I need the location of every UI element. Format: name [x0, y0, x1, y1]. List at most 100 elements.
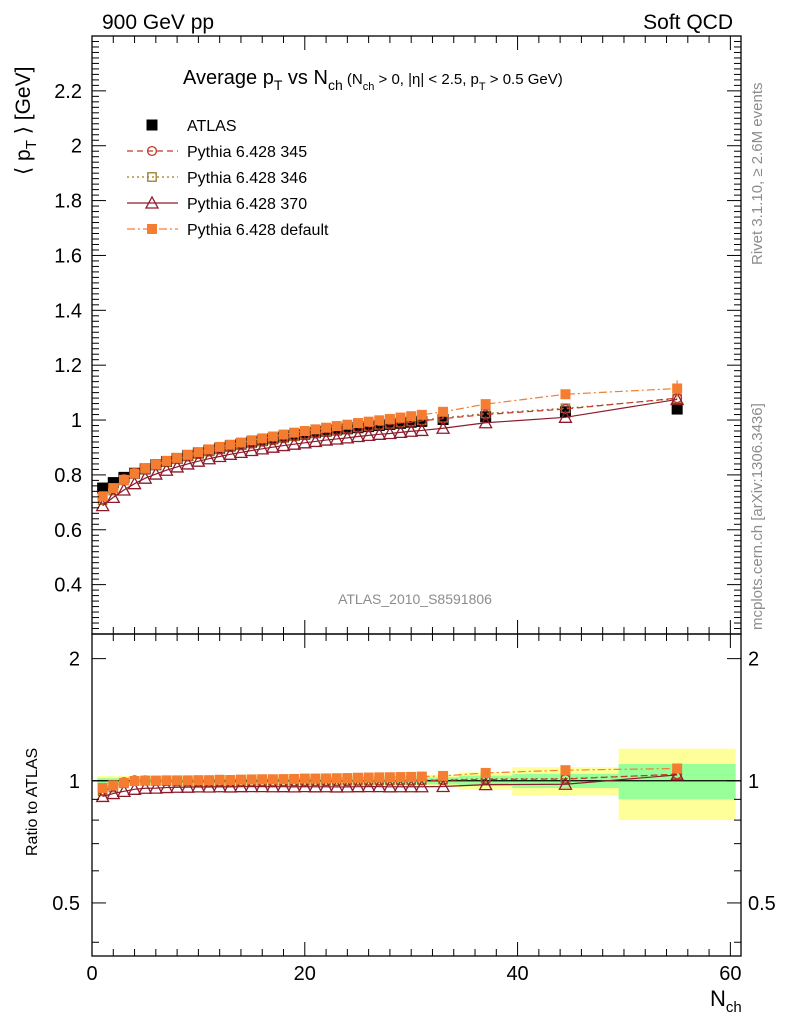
data-point-pythia-6-428-370 [350, 429, 366, 443]
legend-marker [146, 119, 158, 131]
y-tick-label: 2 [71, 136, 82, 158]
data-point-pythia-6-428-370 [361, 428, 376, 442]
data-point-pythia-6-428-default [384, 413, 395, 424]
ratio-tick-label: 0.5 [52, 893, 80, 915]
ratio-point-pythia-6-428-default [321, 773, 332, 784]
data-point-pythia-6-428-345 [560, 404, 571, 415]
y-axis-label-sub: T [23, 140, 40, 149]
data-point-pythia-6-428-370 [478, 415, 493, 429]
data-point-pythia-6-428-370 [138, 470, 153, 484]
title-cond-sub1: ch [363, 81, 375, 93]
data-point-pythia-6-428-default [480, 399, 491, 410]
y-tick-label: 1.6 [54, 245, 82, 267]
legend-label: ATLAS [187, 118, 237, 135]
data-point-pythia-6-428-370 [308, 434, 323, 448]
ratio-point-pythia-6-428-370 [201, 779, 217, 793]
data-point-pythia-6-428-default [342, 419, 353, 430]
y-tick-label: 1.4 [54, 300, 82, 322]
ratio-point-pythia-6-428-default [118, 777, 129, 788]
data-point-pythia-6-428-370 [393, 425, 408, 439]
ratio-point-pythia-6-428-370 [361, 779, 376, 793]
data-point-pythia-6-428-370 [244, 443, 259, 457]
series-line-pythia-6-428-346 [102, 398, 678, 501]
data-point-pythia-6-428-default [97, 491, 108, 502]
ratio-point-pythia-6-428-default [352, 772, 363, 783]
data-point-pythia-6-428-default [363, 416, 374, 427]
data-point-pythia-6-428-default [321, 422, 332, 433]
process-label: Soft QCD [643, 11, 733, 34]
legend-label: Pythia 6.428 default [187, 222, 329, 239]
data-point-pythia-6-428-370 [180, 456, 195, 470]
ratio-point-pythia-6-428-370 [414, 779, 429, 793]
data-point-pythia-6-428-370 [276, 438, 291, 452]
ratio-tick-label: 2 [69, 649, 80, 671]
ratio-point-pythia-6-428-370 [558, 776, 573, 790]
data-point-pythia-6-428-370 [404, 423, 419, 437]
ratio-point-pythia-6-428-370 [436, 779, 451, 793]
ratio-point-pythia-6-428-370 [159, 780, 174, 794]
ratio-point-pythia-6-428-default [150, 775, 161, 786]
data-point-pythia-6-428-370 [558, 409, 573, 423]
data-point-pythia-6-428-370 [329, 431, 344, 445]
ratio-point-pythia-6-428-default [193, 775, 204, 786]
ratio-point-pythia-6-428-default [108, 780, 119, 791]
y-tick-label: 1.8 [54, 191, 82, 213]
ratio-point-pythia-6-428-370 [287, 779, 302, 793]
energy-label: 900 GeV pp [102, 11, 214, 34]
y-axis-label: ⟨ pT ⟩ [GeV] [12, 67, 40, 175]
data-point-pythia-6-428-default [129, 468, 140, 479]
ratio-point-pythia-6-428-370 [329, 779, 344, 793]
data-point-pythia-6-428-default [108, 483, 119, 494]
ratio-point-pythia-6-428-default [384, 772, 395, 783]
ratio-tick-label-right: 0.5 [748, 893, 776, 915]
ratio-point-pythia-6-428-370 [138, 780, 153, 794]
data-point-pythia-6-428-370 [382, 426, 397, 440]
ratio-point-pythia-6-428-370 [350, 779, 366, 793]
ratio-point-pythia-6-428-default [182, 775, 193, 786]
data-point-pythia-6-428-default [672, 383, 683, 394]
data-point-pythia-6-428-default [289, 427, 300, 438]
x-axis-label-sub: ch [726, 999, 742, 1016]
title-cond-open: (N [343, 71, 363, 88]
legend-marker [147, 224, 157, 234]
legend-label: Pythia 6.428 345 [187, 144, 307, 161]
ratio-point-pythia-6-428-370 [127, 781, 142, 795]
legend-label: Pythia 6.428 346 [187, 170, 307, 187]
ratio-point-pythia-6-428-default [267, 774, 278, 785]
data-point-pythia-6-428-default [246, 435, 257, 446]
data-point-pythia-6-428-370 [191, 453, 206, 467]
data-point-pythia-6-428-370 [287, 436, 302, 450]
data-point-pythia-6-428-370 [148, 466, 163, 480]
data-point-pythia-6-428-default [235, 437, 246, 448]
ratio-point-pythia-6-428-370 [212, 779, 227, 793]
data-point-pythia-6-428-370 [297, 435, 312, 449]
x-tick-label: 60 [719, 963, 741, 985]
main-panel [95, 380, 685, 512]
x-axis-label: Nch [710, 986, 742, 1016]
ratio-point-pythia-6-428-default [374, 772, 385, 783]
ratio-frame [91, 633, 742, 957]
legend-marker [146, 145, 158, 157]
legend: ATLAS Pythia 6.428 345 Pythia 6.428 346 Pyt… [127, 118, 329, 239]
data-point-pythia-6-428-370 [127, 476, 142, 490]
ratio-tick-label: 1 [69, 771, 80, 793]
legend-marker [144, 195, 160, 209]
x-tick-label: 0 [86, 963, 97, 985]
ratio-point-pythia-6-428-default [257, 774, 268, 785]
data-point-pythia-6-428-370 [201, 451, 217, 465]
ratio-point-pythia-6-428-default [225, 775, 236, 786]
data-point-pythia-6-428-370 [436, 420, 451, 434]
data-point-pythia-6-428-370 [95, 498, 110, 512]
chart-title: Average pT vs Nch (Nch > 0, |η| < 2.5, p… [183, 67, 563, 93]
data-point-pythia-6-428-370 [159, 462, 174, 476]
ratio-point-pythia-6-428-default [438, 770, 449, 781]
data-point-pythia-6-428-345 [480, 409, 491, 420]
ratio-point-pythia-6-428-default [204, 775, 215, 786]
ratio-point-pythia-6-428-370 [233, 779, 249, 793]
title-cond-end: > 0.5 GeV) [486, 71, 563, 88]
data-point-pythia-6-428-default [140, 463, 151, 474]
ratio-point-pythia-6-428-default [97, 782, 108, 793]
data-point-pythia-6-428-370 [255, 441, 270, 455]
ratio-point-pythia-6-428-370 [404, 779, 419, 793]
ratio-point-pythia-6-428-370 [297, 779, 312, 793]
